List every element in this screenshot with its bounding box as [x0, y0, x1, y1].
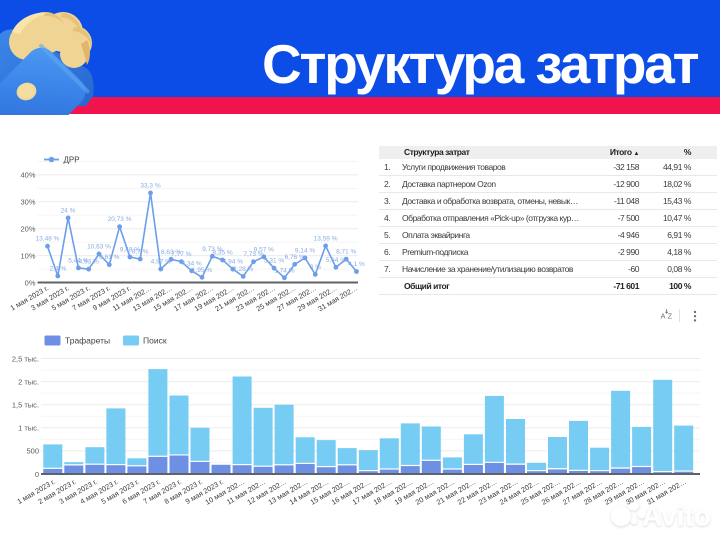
svg-text:4,97 %: 4,97 % — [151, 259, 171, 266]
svg-text:5,44 %: 5,44 % — [68, 257, 88, 264]
svg-text:20,73 %: 20,73 % — [108, 216, 132, 223]
svg-text:9,73 %: 9,73 % — [202, 246, 222, 253]
svg-text:8,35 %: 8,35 % — [212, 250, 232, 257]
svg-text:1,5 тыс.: 1,5 тыс. — [12, 401, 39, 410]
svg-text:8,63 %: 8,63 % — [161, 249, 181, 256]
svg-text:1,95 %: 1,95 % — [192, 267, 212, 274]
svg-text:20%: 20% — [20, 225, 35, 234]
svg-text:8,7 %: 8,7 % — [132, 249, 149, 256]
svg-text:500: 500 — [26, 447, 39, 456]
svg-text:9,14 %: 9,14 % — [295, 247, 315, 254]
svg-text:8,71 %: 8,71 % — [336, 249, 356, 256]
svg-text:7,73 %: 7,73 % — [243, 251, 263, 258]
svg-text:6,76 %: 6,76 % — [285, 254, 305, 261]
svg-text:4,93 %: 4,93 % — [79, 259, 99, 266]
svg-text:3 %: 3 % — [310, 264, 321, 271]
svg-text:4,94 %: 4,94 % — [223, 259, 243, 266]
svg-text:2 тыс.: 2 тыс. — [18, 377, 39, 386]
svg-text:13,48 %: 13,48 % — [36, 236, 60, 243]
svg-text:2,5 тыс.: 2,5 тыс. — [12, 354, 39, 363]
svg-text:1,74 %: 1,74 % — [274, 267, 294, 274]
svg-text:7,77 %: 7,77 % — [171, 251, 191, 258]
svg-text:2,28 %: 2,28 % — [233, 266, 253, 273]
svg-text:13,59 %: 13,59 % — [314, 235, 338, 242]
svg-text:40%: 40% — [20, 171, 35, 180]
svg-text:4,1 %: 4,1 % — [348, 261, 365, 268]
svg-text:5,64 %: 5,64 % — [326, 257, 346, 264]
svg-text:A: A — [661, 312, 666, 321]
svg-text:Поиск: Поиск — [143, 336, 167, 346]
svg-text:ДРР: ДРР — [64, 156, 80, 165]
svg-text:0: 0 — [35, 470, 39, 479]
svg-text:9,57 %: 9,57 % — [254, 246, 274, 253]
svg-text:4,34 %: 4,34 % — [182, 260, 202, 267]
svg-text:Z: Z — [668, 312, 673, 321]
svg-text:24 %: 24 % — [61, 207, 76, 214]
svg-text:Трафареты: Трафареты — [65, 336, 110, 346]
svg-text:1 тыс.: 1 тыс. — [18, 424, 39, 433]
svg-text:30%: 30% — [20, 198, 35, 207]
svg-text:33,3 %: 33,3 % — [140, 182, 160, 189]
svg-text:2,4 %: 2,4 % — [49, 266, 66, 273]
svg-text:10,63 %: 10,63 % — [87, 243, 111, 250]
svg-text:5,31 %: 5,31 % — [264, 258, 284, 265]
svg-text:10%: 10% — [20, 251, 35, 260]
svg-text:6,61 %: 6,61 % — [99, 254, 119, 261]
svg-text:Avito: Avito — [642, 501, 711, 532]
svg-text:9,48 %: 9,48 % — [120, 247, 140, 254]
svg-text:0%: 0% — [25, 278, 36, 287]
